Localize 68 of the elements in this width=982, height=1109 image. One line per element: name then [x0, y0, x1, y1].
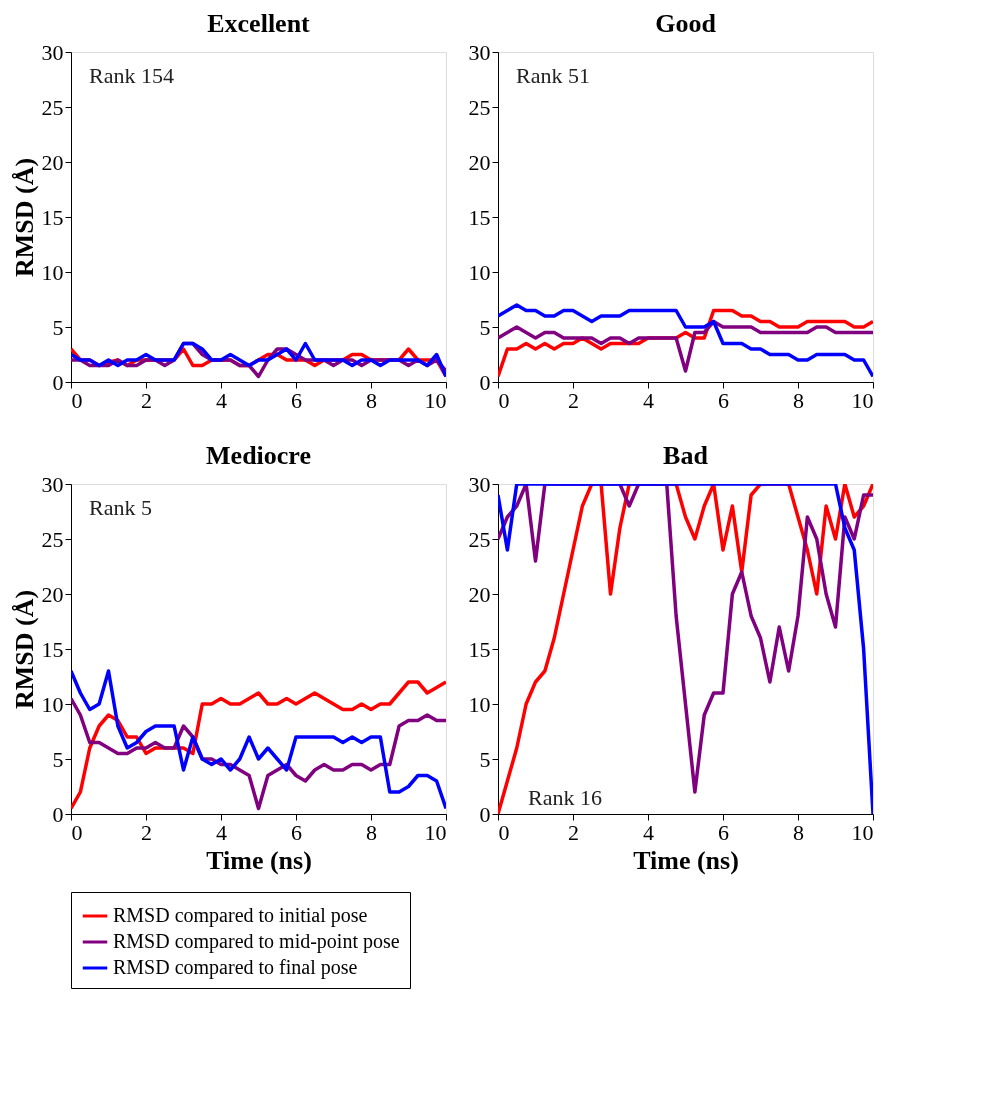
legend-label: RMSD compared to mid-point pose: [113, 930, 400, 953]
y-axis-title: RMSD (Å): [9, 589, 39, 710]
x-tick-label: 4: [643, 387, 654, 413]
y-tick-label: 5: [479, 746, 491, 772]
y-tick-label: 0: [479, 369, 491, 395]
x-tick-label: 8: [793, 387, 804, 413]
x-tick-label: 10: [851, 387, 874, 413]
x-tick-label: 6: [291, 819, 302, 845]
y-tick-label: 25: [41, 526, 64, 552]
annotation: Rank 154: [89, 63, 174, 88]
y-tick-label: 25: [468, 526, 491, 552]
x-tick-label: 4: [216, 387, 227, 413]
x-tick-label: 2: [568, 387, 579, 413]
x-tick-label: 2: [141, 819, 152, 845]
x-tick-label: 10: [424, 387, 447, 413]
x-tick-label: 0: [498, 819, 510, 845]
x-tick-label: 6: [291, 387, 302, 413]
x-tick-label: 8: [366, 819, 377, 845]
x-tick-label: 10: [851, 819, 874, 845]
x-tick-label: 8: [366, 387, 377, 413]
y-tick-label: 20: [41, 581, 64, 607]
y-axis-title: RMSD (Å): [9, 157, 39, 278]
y-tick-label: 5: [52, 746, 64, 772]
y-tick-label: 25: [41, 94, 64, 120]
y-tick-label: 5: [52, 314, 64, 340]
y-tick-label: 20: [468, 149, 491, 175]
y-tick-label: 15: [468, 636, 491, 662]
annotation: Rank 51: [516, 63, 590, 88]
x-tick-label: 4: [643, 819, 654, 845]
x-axis-title: Time (ns): [206, 845, 312, 875]
y-tick-label: 0: [52, 801, 64, 827]
x-tick-label: 0: [71, 387, 83, 413]
y-tick-label: 15: [41, 636, 64, 662]
y-tick-label: 15: [41, 204, 64, 230]
y-tick-label: 20: [468, 581, 491, 607]
y-tick-label: 15: [468, 204, 491, 230]
x-axis-title: Time (ns): [633, 845, 739, 875]
line-series: [498, 319, 873, 373]
x-tick-label: 2: [141, 387, 152, 413]
y-tick-label: 10: [468, 691, 491, 717]
y-tick-label: 10: [468, 259, 491, 285]
x-tick-label: 8: [793, 819, 804, 845]
chart-title: Good: [655, 9, 717, 38]
annotation: Rank 5: [89, 495, 152, 520]
chart-title: Mediocre: [206, 441, 311, 470]
x-tick-label: 0: [71, 819, 83, 845]
x-tick-label: 6: [718, 819, 729, 845]
x-tick-label: 10: [424, 819, 447, 845]
y-tick-label: 0: [52, 369, 64, 395]
y-tick-label: 25: [468, 94, 491, 120]
y-tick-label: 30: [41, 471, 64, 497]
x-tick-label: 2: [568, 819, 579, 845]
chart-title: Excellent: [207, 9, 311, 38]
x-tick-label: 0: [498, 387, 510, 413]
y-tick-label: 30: [41, 39, 64, 65]
y-tick-label: 30: [468, 471, 491, 497]
y-tick-label: 10: [41, 259, 64, 285]
y-tick-label: 10: [41, 691, 64, 717]
x-tick-label: 4: [216, 819, 227, 845]
y-tick-label: 0: [479, 801, 491, 827]
y-tick-label: 5: [479, 314, 491, 340]
chart-title: Bad: [663, 441, 709, 470]
legend-label: RMSD compared to final pose: [113, 956, 358, 979]
legend-label: RMSD compared to initial pose: [113, 904, 368, 927]
annotation: Rank 16: [528, 785, 602, 810]
y-tick-label: 30: [468, 39, 491, 65]
y-tick-label: 20: [41, 149, 64, 175]
x-tick-label: 6: [718, 387, 729, 413]
